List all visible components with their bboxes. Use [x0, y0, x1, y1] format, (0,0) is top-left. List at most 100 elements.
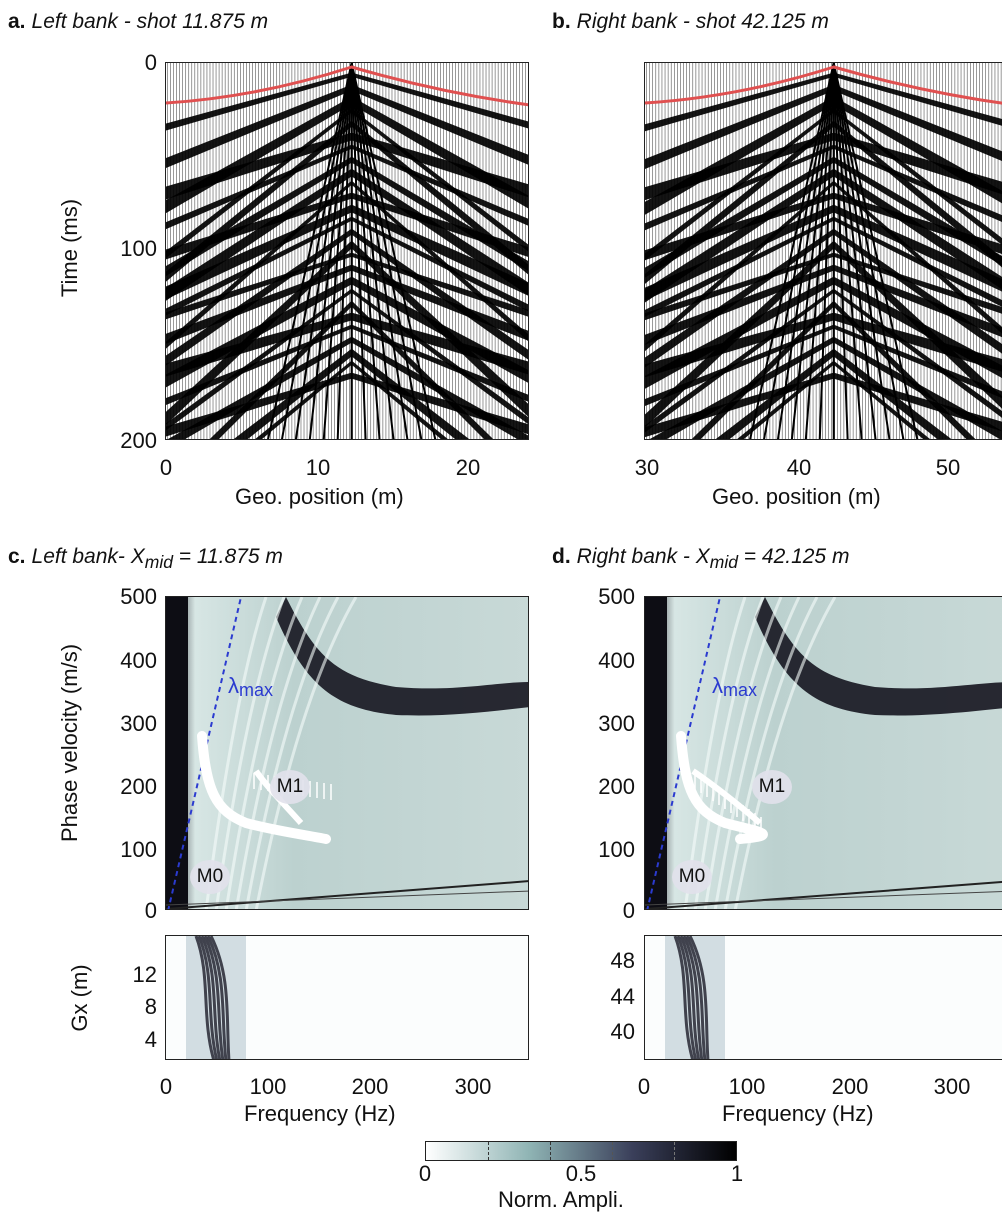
dispersion-low-stripe [645, 890, 1002, 906]
colorbar-divider [612, 1142, 613, 1160]
colorbar-divider [674, 1142, 675, 1160]
vel-tick-d-0: 0 [622, 898, 635, 923]
panel-c-title: c. Left bank- Xmid = 11.875 m [8, 545, 283, 573]
geo-tick-a-10: 10 [305, 455, 331, 480]
seismic-event-band [351, 264, 528, 341]
vel-tick-c-300: 300 [120, 711, 157, 736]
time-tick-200: 200 [120, 428, 157, 453]
geo-tick-b-30: 30 [634, 455, 660, 480]
panel-a-title-text: Left bank - shot 11.875 m [31, 10, 269, 33]
freq-tick-d-0: 0 [637, 1074, 651, 1099]
colorbar-gradient [426, 1142, 736, 1160]
dispersion-low-stripe [645, 880, 1002, 909]
seismic-event-band [351, 324, 528, 402]
vel-tick-c-100: 100 [120, 837, 157, 862]
seismic-event-band [833, 216, 1002, 307]
gx-axis-label-c: Gx (m) [67, 964, 92, 1032]
geo-tick-a-20: 20 [455, 455, 481, 480]
dispersion-fringe [254, 597, 358, 909]
seismic-event-band [833, 168, 1002, 290]
panel-a-letter: a. [8, 10, 26, 33]
gx-strip-right-svg [645, 936, 1002, 1059]
gx-energy-streak [676, 936, 698, 1059]
seismic-event-band [645, 156, 834, 278]
seismic-event-band [645, 132, 834, 201]
freq-tick-c-300: 300 [454, 1074, 492, 1099]
seismic-apex-stripe [832, 63, 891, 439]
dispersion-fringe [733, 597, 837, 909]
panel-c-title-sub: mid [144, 552, 173, 573]
dispersion-fringe [224, 597, 304, 909]
vel-tick-c-200: 200 [120, 774, 157, 799]
first-arrival-pick-line [166, 65, 528, 107]
vel-tick-c-0: 0 [144, 898, 157, 923]
seismic-event-band [833, 372, 1002, 432]
panel-c-letter: c. [8, 545, 26, 568]
dispersion-fringe [244, 597, 340, 909]
panel-b-letter: b. [552, 10, 571, 33]
freq-tick-c-100: 100 [249, 1074, 287, 1099]
seismic-apex-stripe [832, 63, 877, 439]
dispersion-fringe [204, 597, 268, 909]
seismogram-left-bank [165, 62, 529, 440]
seismic-event-band [166, 108, 352, 259]
panel-d-title-sub: mid [709, 552, 738, 573]
first-arrival-pick-line [645, 65, 1002, 105]
mode-m1-label-right: M1 [752, 770, 792, 804]
seismic-event-band [351, 132, 528, 198]
dispersion-fringe [683, 597, 747, 909]
panel-c-title-suffix: = 11.875 m [172, 545, 283, 568]
seismic-event-band [833, 252, 1002, 314]
seismic-apex-stripe [280, 63, 353, 439]
seismic-event-band [166, 312, 352, 377]
seismic-event-band [645, 72, 834, 132]
seismic-apex-stripe [350, 63, 381, 439]
seismic-event-band [166, 84, 352, 168]
seismic-event-band [351, 72, 528, 129]
seismic-event-band [645, 84, 834, 169]
seismic-event-band [645, 324, 834, 406]
gx-tick-d-48: 48 [610, 948, 635, 973]
mode-m1-label-left: M1 [270, 770, 310, 804]
seismic-event-band [233, 348, 352, 439]
seismic-event-band [351, 192, 528, 257]
seismic-event-band [166, 228, 352, 366]
panel-d-letter: d. [552, 545, 571, 568]
seismic-event-band [166, 192, 352, 260]
gx-energy-streak [206, 936, 228, 1059]
seismic-event-band [351, 288, 528, 424]
seismic-event-band [833, 84, 1002, 162]
mode-m0-label-right: M0 [672, 860, 712, 894]
seismic-event-band [645, 252, 834, 321]
seismic-event-band [166, 72, 352, 131]
phase-velocity-axis-label-c: Phase velocity (m/s) [57, 643, 82, 843]
dispersion-dark-band [755, 597, 1002, 716]
geo-tick-a-0: 0 [159, 455, 173, 480]
seismic-event-band [166, 288, 352, 431]
seismic-event-band [166, 144, 352, 230]
dispersion-dark-column [645, 597, 667, 909]
mode-m1-pick [691, 768, 762, 826]
panel-a-title: a. Left bank - shot 11.875 m [8, 10, 268, 34]
vel-tick-d-300: 300 [598, 711, 635, 736]
gx-energy-streak [209, 936, 231, 1059]
mode-m0-label-left: M0 [190, 860, 230, 894]
seismic-apex-stripe [267, 63, 353, 439]
seismic-event-band [833, 312, 1002, 372]
seismic-apex-stripe [336, 63, 353, 439]
geo-axis-label-b: Geo. position (m) [712, 484, 881, 509]
seismic-apex-stripe [350, 63, 409, 439]
seismic-apex-stripe [749, 63, 835, 439]
panel-b-title-text: Right bank - shot 42.125 m [576, 10, 829, 33]
gx-energy-streak [679, 936, 701, 1059]
seismic-apex-stripe [832, 63, 863, 439]
gx-energy-streak [685, 936, 707, 1059]
colorbar-tick-05: 0.5 [565, 1161, 597, 1186]
dispersion-low-stripe [166, 880, 528, 909]
seismic-apex-stripe [832, 63, 919, 439]
seismic-event-band [833, 192, 1002, 255]
lambda-sub-left: max [239, 680, 274, 700]
dispersion-fringe [723, 597, 819, 909]
seismic-event-band [645, 216, 834, 317]
seismic-apex-stripe [832, 63, 905, 439]
